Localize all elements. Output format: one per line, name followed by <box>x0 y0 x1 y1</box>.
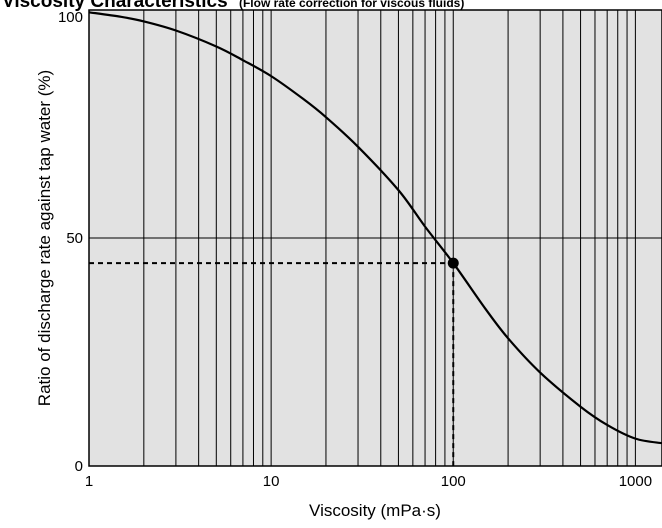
y-tick-label: 100 <box>58 9 83 26</box>
y-axis-label: Ratio of discharge rate against tap wate… <box>35 70 54 406</box>
reference-lines <box>89 262 455 466</box>
series-line <box>88 11 662 445</box>
plot-frame <box>88 9 662 467</box>
x-tick-label: 1000 <box>619 473 652 490</box>
highlight-point <box>447 257 459 269</box>
x-tick-label: 100 <box>441 473 466 490</box>
x-tick-label: 10 <box>263 473 280 490</box>
tick-labels: 1 10 100 1000 0 50 100 <box>58 9 652 490</box>
chart-title-main: Viscosity Characteristics <box>2 0 228 12</box>
y-tick-label: 50 <box>66 230 83 247</box>
x-axis-label: Viscosity (mPa·s) <box>309 501 441 520</box>
y-tick-label: 0 <box>75 458 83 475</box>
chart-subtitle: (Flow rate correction for viscous fluids… <box>239 0 464 10</box>
chart-title: Viscosity Characteristics (Flow rate cor… <box>2 0 464 12</box>
series-layer <box>88 11 662 445</box>
x-tick-label: 1 <box>85 473 93 490</box>
